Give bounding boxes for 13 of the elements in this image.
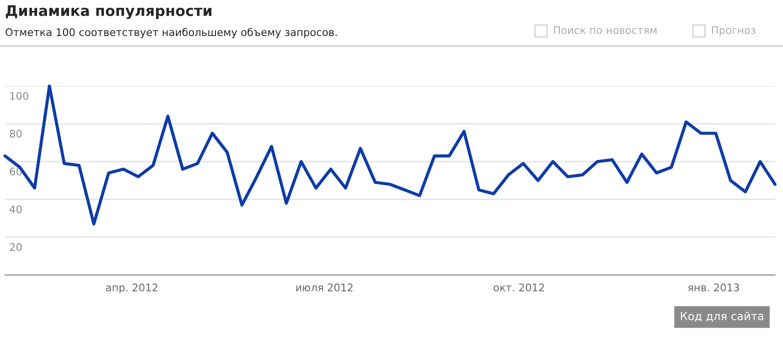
y-tick-label: 20 [10,243,22,252]
text: Код для сайта [680,312,764,322]
y-tick-label: 100 [10,92,28,100]
chart-title: Динамика популярности [6,5,212,20]
text: Прогноз [712,26,756,36]
chart-subtitle: Отметка 100 соответствует наибольшему объему запросов. [6,28,337,38]
x-tick-label: июля 2012 [296,284,353,292]
x-tick-label: апр. 2012 [106,284,158,294]
x-tick-label: окт. 2012 [494,284,544,292]
y-tick-label: 40 [10,205,22,214]
x-tick-label: янв. 2013 [688,284,739,292]
y-tick-label: 80 [10,130,22,138]
text: Поиск по новостям [554,26,656,34]
